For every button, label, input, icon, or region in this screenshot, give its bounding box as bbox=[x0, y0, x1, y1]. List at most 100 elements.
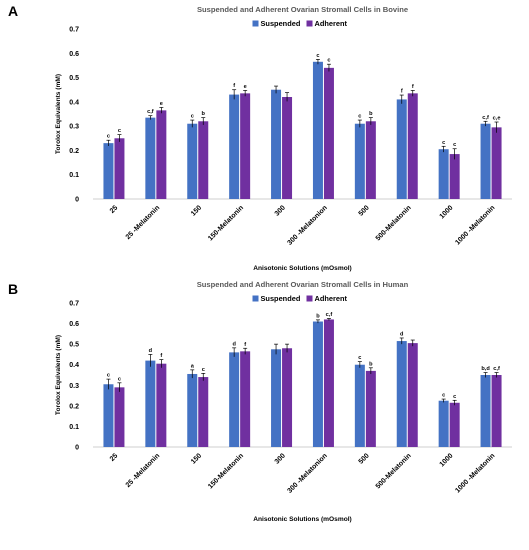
x-tick-label: 300 -Melatonion bbox=[287, 204, 329, 246]
bar-adherent-3 bbox=[240, 93, 251, 199]
y-tick-label: 0.7 bbox=[69, 27, 79, 34]
bar-adherent-6 bbox=[365, 121, 376, 199]
bar-adherent-8 bbox=[449, 154, 460, 199]
bar-adherent-3 bbox=[240, 351, 251, 447]
x-tick-label: 25 bbox=[109, 204, 120, 215]
legend-label-adherent: Adherent bbox=[315, 294, 348, 303]
bar-adherent-4 bbox=[282, 97, 293, 199]
bar-suspended-8 bbox=[438, 400, 449, 447]
significance-label: c,f bbox=[147, 109, 154, 115]
x-tick-label: 500-Melatonin bbox=[375, 452, 413, 490]
panel-letter: A bbox=[8, 3, 18, 19]
bar-suspended-3 bbox=[229, 352, 240, 447]
significance-label: c,e bbox=[493, 116, 501, 122]
bar-suspended-4 bbox=[271, 349, 282, 447]
significance-label: b bbox=[369, 361, 373, 367]
y-tick-label: 0 bbox=[75, 197, 79, 204]
significance-label: c bbox=[202, 367, 205, 373]
bar-suspended-0 bbox=[103, 143, 114, 199]
y-tick-label: 0 bbox=[75, 445, 79, 452]
significance-label: e bbox=[160, 101, 163, 107]
bar-suspended-8 bbox=[438, 149, 449, 199]
bar-suspended-6 bbox=[354, 364, 365, 447]
significance-label: c bbox=[118, 128, 121, 134]
y-tick-label: 0.1 bbox=[69, 172, 79, 179]
significance-label: c bbox=[358, 355, 361, 361]
x-tick-label: 150 bbox=[190, 452, 203, 465]
bar-adherent-6 bbox=[365, 370, 376, 447]
significance-label: f bbox=[160, 353, 162, 359]
x-tick-label: 1000 -Melatonin bbox=[454, 452, 496, 494]
bar-adherent-0 bbox=[114, 387, 125, 447]
bar-suspended-6 bbox=[354, 123, 365, 199]
significance-label: c bbox=[327, 58, 330, 64]
bar-suspended-2 bbox=[187, 373, 198, 447]
y-tick-label: 0.5 bbox=[69, 75, 79, 82]
legend-swatch-suspended bbox=[252, 20, 259, 27]
significance-label: c bbox=[358, 114, 361, 120]
significance-label: d bbox=[149, 348, 153, 354]
significance-label: e bbox=[244, 84, 247, 90]
y-tick-label: 0.2 bbox=[69, 148, 79, 155]
bar-suspended-4 bbox=[271, 89, 282, 199]
y-tick-label: 0.7 bbox=[69, 301, 79, 308]
bar-adherent-9 bbox=[491, 375, 502, 447]
significance-label: c bbox=[107, 134, 110, 140]
significance-label: c bbox=[453, 142, 456, 148]
legend-swatch-adherent bbox=[306, 20, 313, 27]
bar-adherent-5 bbox=[323, 319, 334, 447]
y-tick-label: 0.3 bbox=[69, 124, 79, 131]
x-tick-label: 300 bbox=[274, 204, 287, 217]
significance-label: a bbox=[191, 363, 195, 369]
y-tick-label: 0.1 bbox=[69, 424, 79, 431]
significance-label: f bbox=[412, 84, 414, 90]
significance-label: b bbox=[369, 111, 373, 117]
chart-panel-a: A Suspended and Adherent Ovarian Stromall… bbox=[8, 3, 512, 272]
bar-suspended-1 bbox=[145, 117, 156, 199]
bar-suspended-9 bbox=[480, 375, 491, 447]
bar-adherent-0 bbox=[114, 138, 125, 199]
significance-label: b,d bbox=[481, 366, 490, 372]
bar-suspended-5 bbox=[312, 321, 323, 447]
x-tick-label: 300 bbox=[274, 452, 287, 465]
legend-label-adherent: Adherent bbox=[315, 19, 348, 28]
y-tick-label: 0.3 bbox=[69, 383, 79, 390]
x-axis-label: Anisotonic Solutions (mOsmol) bbox=[253, 516, 352, 523]
bar-suspended-5 bbox=[312, 61, 323, 200]
x-tick-label: 500 bbox=[358, 204, 371, 217]
significance-label: c bbox=[118, 376, 121, 382]
significance-label: c bbox=[316, 53, 319, 59]
bar-suspended-9 bbox=[480, 123, 491, 199]
x-tick-label: 150 bbox=[190, 204, 203, 217]
x-tick-label: 25 -Melatonin bbox=[125, 452, 162, 489]
significance-label: b bbox=[202, 111, 206, 117]
x-tick-label: 150-Melatonin bbox=[207, 204, 245, 242]
bar-suspended-1 bbox=[145, 360, 156, 447]
bar-adherent-7 bbox=[407, 343, 418, 447]
significance-label: c bbox=[442, 140, 445, 146]
x-tick-label: 300 -Melatonion bbox=[287, 452, 329, 494]
legend-label-suspended: Suspended bbox=[261, 294, 301, 303]
x-tick-label: 500-Melatonin bbox=[375, 204, 413, 242]
bar-adherent-2 bbox=[198, 121, 209, 199]
chart-title: Suspended and Adherent Ovarian Stromall … bbox=[197, 280, 409, 289]
x-tick-label: 1000 bbox=[439, 204, 455, 220]
x-tick-label: 150-Melatonin bbox=[207, 452, 245, 490]
y-axis-label: Torolox Equivalents (mM) bbox=[55, 335, 62, 415]
significance-label: f bbox=[244, 342, 246, 348]
bar-adherent-1 bbox=[156, 110, 167, 199]
significance-label: b bbox=[316, 313, 320, 319]
bar-adherent-1 bbox=[156, 363, 167, 447]
bar-suspended-2 bbox=[187, 123, 198, 199]
x-tick-label: 25 -Melatonin bbox=[125, 204, 162, 241]
significance-label: c bbox=[453, 394, 456, 400]
bar-adherent-5 bbox=[323, 67, 334, 199]
x-axis-label: Anisotonic Solutions (mOsmol) bbox=[253, 265, 352, 272]
significance-label: c bbox=[191, 114, 194, 120]
y-tick-label: 0.4 bbox=[69, 99, 79, 106]
bar-adherent-7 bbox=[407, 93, 418, 199]
bar-adherent-4 bbox=[282, 348, 293, 447]
significance-label: f bbox=[401, 89, 403, 95]
bar-suspended-7 bbox=[396, 341, 407, 447]
x-tick-label: 500 bbox=[358, 452, 371, 465]
